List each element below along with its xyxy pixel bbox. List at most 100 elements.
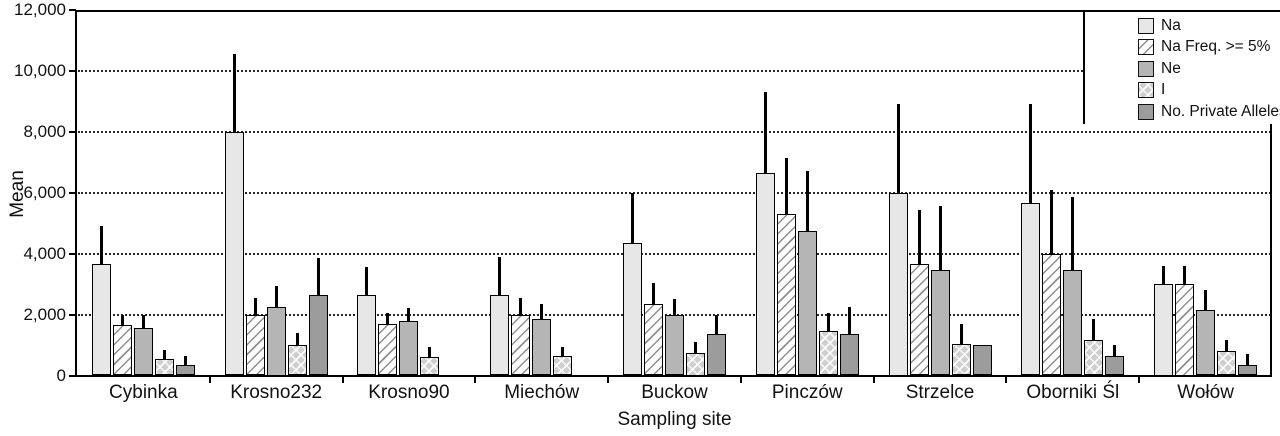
legend-item-Na: Na <box>1085 15 1280 37</box>
error-bar-Miechów-Na Freq. >= 5% <box>519 297 523 315</box>
error-bar-Buckow-I <box>694 341 697 353</box>
error-bar-Krosno232-Na <box>232 54 236 132</box>
bar-Strzelce-Na <box>888 192 908 376</box>
gridline-6000 <box>78 191 1271 194</box>
bar-Strzelce-Na Freq. >= 5% <box>909 264 929 376</box>
y-axis-title: Mean <box>7 170 28 218</box>
y-tick-6000 <box>69 191 76 194</box>
error-bar-Oborniki Śl-No. Private Alleles <box>1113 345 1117 356</box>
y-tick-label: 8,000 <box>23 121 66 141</box>
y-axis-line <box>75 10 77 376</box>
bar-Oborniki Śl-Na <box>1021 203 1041 376</box>
x-category-label: Buckow <box>641 382 708 403</box>
error-bar-Miechów-I <box>561 346 565 356</box>
error-bar-Wołów-No. Private Alleles <box>1246 354 1250 365</box>
legend-item-Na Freq. >= 5%: Na Freq. >= 5% <box>1085 37 1280 59</box>
error-bar-Wołów-Na Freq. >= 5% <box>1183 265 1187 285</box>
y-tick-label: 4,000 <box>23 243 66 263</box>
legend-swatch-icon <box>1138 17 1154 34</box>
x-tick-4 <box>607 376 610 383</box>
error-bar-Buckow-No. Private Alleles <box>715 314 718 335</box>
error-bar-Oborniki Śl-Na <box>1029 104 1033 204</box>
legend-item-No. Private Alleles: No. Private Alleles <box>1085 101 1280 123</box>
x-category-label: Strzelce <box>905 382 975 403</box>
bar-Krosno232-Na Freq. >= 5% <box>245 314 265 376</box>
bar-Strzelce-No. Private Alleles <box>972 345 992 376</box>
bar-Krosno90-Na Freq. >= 5% <box>378 323 398 376</box>
bar-Pinczów-Na Freq. >= 5% <box>776 214 796 376</box>
legend-swatch-icon <box>1138 39 1154 56</box>
bar-Oborniki Śl-No. Private Alleles <box>1105 355 1125 376</box>
x-axis-line <box>69 375 1272 377</box>
chart-legend: Na Na Freq. >= 5% Ne I No. Private Alleles <box>1083 10 1280 124</box>
error-bar-Buckow-Na <box>631 192 634 243</box>
y-tick-10000 <box>69 69 76 72</box>
error-bar-Strzelce-Na Freq. >= 5% <box>917 209 921 265</box>
legend-label: Ne <box>1161 59 1181 77</box>
bar-Pinczów-I <box>818 331 838 376</box>
x-category-label: Cybinka <box>109 382 178 403</box>
bar-Cybinka-Ne <box>133 328 153 376</box>
bar-Buckow-No. Private Alleles <box>707 334 726 376</box>
bar-Miechów-I <box>553 355 573 376</box>
bar-Krosno90-Na <box>357 294 377 376</box>
bar-Oborniki Śl-Na Freq. >= 5% <box>1042 253 1062 376</box>
y-tick-label: 0 <box>56 365 66 385</box>
bar-Miechów-Ne <box>532 319 552 376</box>
bar-Strzelce-I <box>951 343 971 376</box>
error-bar-Buckow-Ne <box>673 299 676 315</box>
bar-Pinczów-No. Private Alleles <box>839 334 859 376</box>
legend-swatch-icon <box>1138 103 1154 120</box>
error-bar-Cybinka-Na Freq. >= 5% <box>120 314 124 326</box>
error-bar-Buckow-Na Freq. >= 5% <box>652 282 655 304</box>
error-bar-Cybinka-Na <box>99 226 103 265</box>
bar-Cybinka-I <box>154 358 174 376</box>
error-bar-Strzelce-I <box>959 323 963 344</box>
x-axis-title: Sampling site <box>617 409 732 430</box>
error-bar-Strzelce-Na <box>896 104 900 193</box>
y-tick-label: 10,000 <box>14 60 66 80</box>
bar-Buckow-Na Freq. >= 5% <box>644 303 663 376</box>
bar-Wołów-Na Freq. >= 5% <box>1175 284 1195 376</box>
x-category-label: Pinczów <box>771 382 843 403</box>
bar-Krosno90-Ne <box>399 320 419 376</box>
error-bar-Krosno232-Ne <box>274 285 278 307</box>
error-bar-Cybinka-No. Private Alleles <box>183 355 187 365</box>
bar-Buckow-Na <box>623 243 642 376</box>
error-bar-Pinczów-I <box>826 313 830 332</box>
bar-Krosno232-Na <box>224 131 244 376</box>
error-bar-Cybinka-I <box>162 349 166 359</box>
y-tick-label: 12,000 <box>14 0 66 19</box>
error-bar-Krosno90-Ne <box>407 308 411 321</box>
x-tick-7 <box>1005 376 1008 383</box>
x-tick-8 <box>1138 376 1141 383</box>
error-bar-Cybinka-Ne <box>141 314 145 329</box>
bar-Wołów-Ne <box>1196 310 1216 376</box>
error-bar-Krosno232-Na Freq. >= 5% <box>253 297 257 315</box>
bar-Buckow-I <box>686 352 705 376</box>
error-bar-Krosno90-Na <box>365 267 369 295</box>
bar-Krosno90-I <box>420 357 440 376</box>
bar-Krosno232-I <box>287 345 307 376</box>
error-bar-Wołów-I <box>1225 340 1229 352</box>
y-tick-12000 <box>69 9 76 11</box>
error-bar-Pinczów-No. Private Alleles <box>847 306 851 335</box>
bar-Buckow-Ne <box>665 314 684 376</box>
y-tick-label: 2,000 <box>23 304 66 324</box>
y-tick-4000 <box>69 252 76 255</box>
error-bar-Oborniki Śl-I <box>1092 319 1096 341</box>
x-category-label: Miechów <box>504 382 580 403</box>
error-bar-Pinczów-Na Freq. >= 5% <box>784 157 788 215</box>
legend-label: Na <box>1161 16 1181 34</box>
error-bar-Wołów-Ne <box>1204 290 1208 310</box>
gridline-8000 <box>78 130 1271 133</box>
error-bar-Wołów-Na <box>1162 265 1166 285</box>
legend-label: I <box>1161 81 1166 99</box>
legend-item-I: I <box>1085 80 1280 102</box>
x-tick-3 <box>474 376 477 383</box>
error-bar-Miechów-Ne <box>540 303 544 320</box>
bar-Wołów-I <box>1217 351 1237 376</box>
x-category-label: Oborniki Śl <box>1026 382 1120 403</box>
legend-swatch-icon <box>1138 82 1154 99</box>
